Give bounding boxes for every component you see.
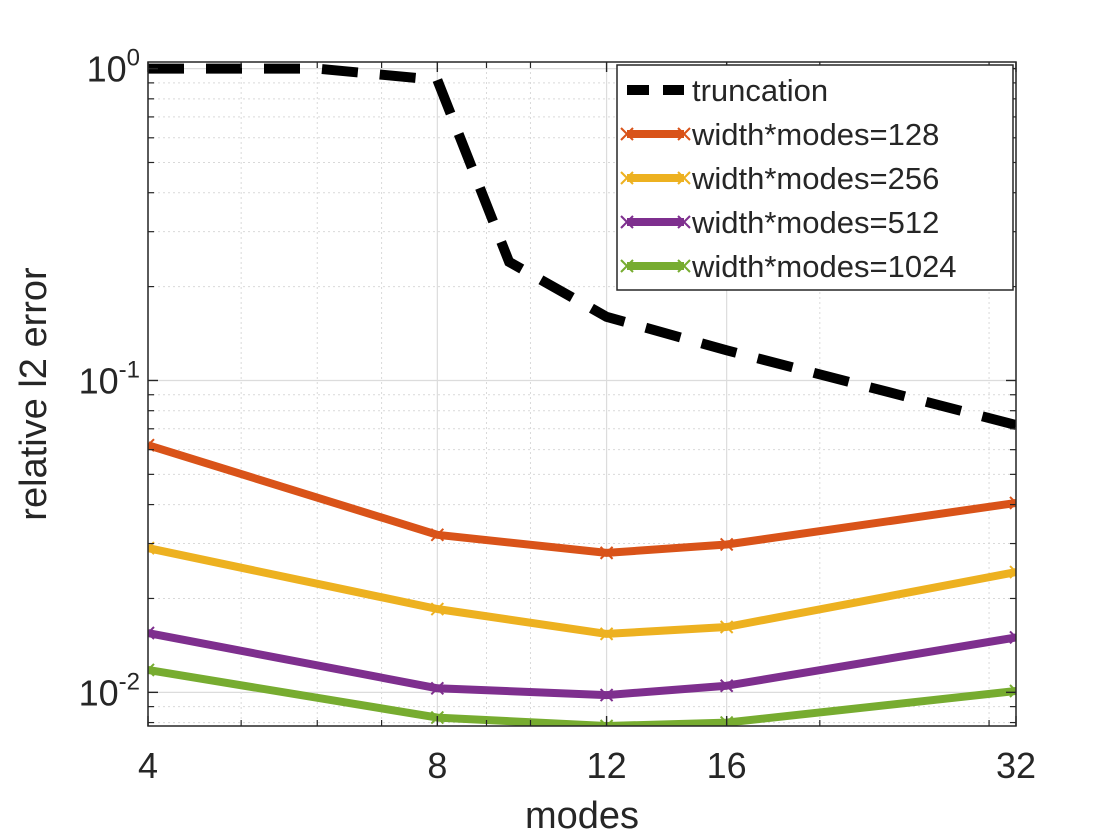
legend-marker — [620, 259, 634, 273]
data-point — [430, 681, 445, 696]
legend-item-2: width*modes=256 — [620, 161, 939, 196]
series-0 — [148, 63, 1016, 430]
marker-stroke — [1009, 496, 1016, 505]
series-3 — [148, 626, 1016, 702]
data-point — [719, 679, 734, 693]
series-2 — [148, 541, 1016, 641]
legend-marker — [620, 215, 634, 229]
data-point — [599, 719, 614, 726]
series-line — [148, 63, 1016, 430]
legend-marker — [677, 171, 691, 185]
data-point — [430, 528, 445, 542]
legend-label: width*modes=512 — [691, 205, 939, 240]
marker-stroke — [1009, 570, 1016, 579]
data-point — [430, 602, 445, 616]
legend-label: width*modes=256 — [691, 161, 939, 196]
marker-stroke — [430, 528, 445, 542]
marker-stroke — [430, 602, 445, 616]
marker-stroke — [148, 626, 155, 635]
marker-stroke — [430, 681, 445, 696]
legend-label: width*modes=1024 — [691, 249, 957, 284]
marker-stroke — [719, 537, 734, 552]
legend-item-4: width*modes=1024 — [620, 249, 957, 284]
legend-label: width*modes=128 — [691, 117, 939, 152]
legend-item-1: width*modes=128 — [620, 117, 939, 152]
marker-stroke — [1009, 689, 1016, 698]
y-tick-label: 10-2 — [79, 668, 140, 713]
marker-stroke — [620, 171, 634, 185]
marker-stroke — [148, 631, 155, 640]
x-tick-label: 8 — [427, 745, 447, 786]
data-point — [719, 620, 734, 634]
data-point — [719, 537, 734, 552]
legend-label: truncation — [692, 73, 828, 108]
legend-items: truncation width*modes=128 width*modes=256… — [620, 73, 957, 284]
series-line — [148, 665, 1016, 726]
marker-stroke — [677, 127, 691, 141]
data-point — [599, 627, 614, 641]
marker-stroke — [1009, 501, 1016, 510]
marker-stroke — [599, 719, 608, 726]
x-axis-label: modes — [525, 795, 639, 837]
legend-item-0: truncation — [627, 73, 828, 108]
marker-stroke — [599, 546, 614, 560]
marker-stroke — [620, 259, 634, 273]
data-point — [599, 688, 614, 702]
marker-stroke — [620, 127, 634, 141]
data-point — [148, 626, 155, 640]
x-tick-label: 12 — [587, 745, 627, 786]
marker-stroke — [719, 679, 734, 693]
plot-frame — [147, 61, 1017, 727]
series-layer — [148, 63, 1016, 726]
marker-stroke — [677, 259, 691, 273]
marker-stroke — [677, 215, 691, 229]
marker-stroke — [599, 688, 614, 702]
marker-stroke — [148, 438, 155, 447]
x-tick-label: 16 — [707, 745, 747, 786]
y-tick-label: 100 — [87, 45, 140, 90]
marker-stroke — [1009, 565, 1016, 574]
marker-stroke — [1009, 684, 1016, 693]
marker-stroke — [148, 668, 155, 677]
marker-stroke — [677, 171, 691, 185]
marker-stroke — [620, 215, 634, 229]
legend-marker — [677, 215, 691, 229]
legend-marker — [677, 127, 691, 141]
x-tick-labels: 4 8 12 16 32 — [138, 745, 1036, 786]
legend-item-3: width*modes=512 — [620, 205, 939, 240]
data-point — [1009, 630, 1016, 645]
y-tick-labels: 100 10-1 10-2 — [79, 45, 140, 714]
legend-marker — [677, 259, 691, 273]
legend-marker — [620, 127, 634, 141]
marker-stroke — [1009, 630, 1016, 639]
marker-stroke — [1009, 636, 1016, 645]
y-axis-label: relative l2 error — [13, 267, 55, 521]
data-point — [148, 663, 155, 677]
data-point — [1009, 496, 1016, 510]
marker-stroke — [605, 719, 614, 726]
legend: truncation width*modes=128 width*modes=256… — [616, 64, 1014, 291]
legend-marker — [620, 171, 634, 185]
marker-stroke — [148, 663, 155, 672]
data-point — [1009, 684, 1016, 698]
marker-stroke — [719, 620, 734, 634]
series-1 — [148, 438, 1016, 560]
marker-stroke — [148, 546, 155, 555]
x-tick-label: 4 — [138, 745, 158, 786]
data-point — [1009, 565, 1016, 579]
data-point — [599, 546, 614, 560]
marker-stroke — [599, 627, 614, 641]
x-tick-label: 32 — [996, 745, 1036, 786]
y-tick-label: 10-1 — [79, 356, 140, 401]
